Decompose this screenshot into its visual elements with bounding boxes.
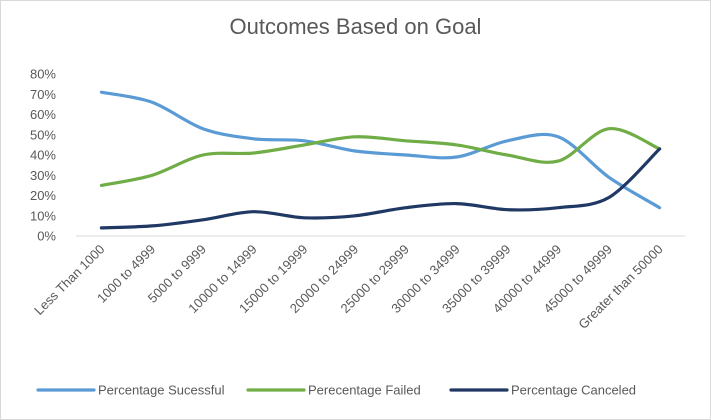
y-tick-label: 20% (30, 188, 56, 203)
y-tick-label: 30% (30, 168, 56, 183)
y-tick-label: 10% (30, 208, 56, 223)
series-line-2 (99, 147, 662, 230)
y-axis: 0% 10% 20% 30% 40% 50% 60% 70% 80% (30, 67, 56, 244)
series-lines (99, 90, 662, 230)
y-tick-label: 70% (30, 87, 56, 102)
chart-title: Outcomes Based on Goal (229, 14, 482, 39)
series-line-0 (99, 90, 662, 210)
y-tick-label: 80% (30, 67, 56, 82)
legend-label: Percentage Sucessful (98, 383, 225, 398)
series-line-1 (99, 127, 662, 187)
legend-label: Perecentage Failed (308, 383, 421, 398)
x-tick-label: Less Than 1000 (31, 242, 107, 318)
legend-label: Percentage Canceled (511, 383, 636, 398)
y-tick-label: 50% (30, 127, 56, 142)
x-tick-label: Greater than 50000 (575, 242, 665, 332)
legend: Percentage Sucessful Perecentage Failed Pe… (36, 383, 636, 398)
y-tick-label: 0% (37, 229, 56, 244)
y-tick-label: 40% (30, 148, 56, 163)
y-tick-label: 60% (30, 107, 56, 122)
